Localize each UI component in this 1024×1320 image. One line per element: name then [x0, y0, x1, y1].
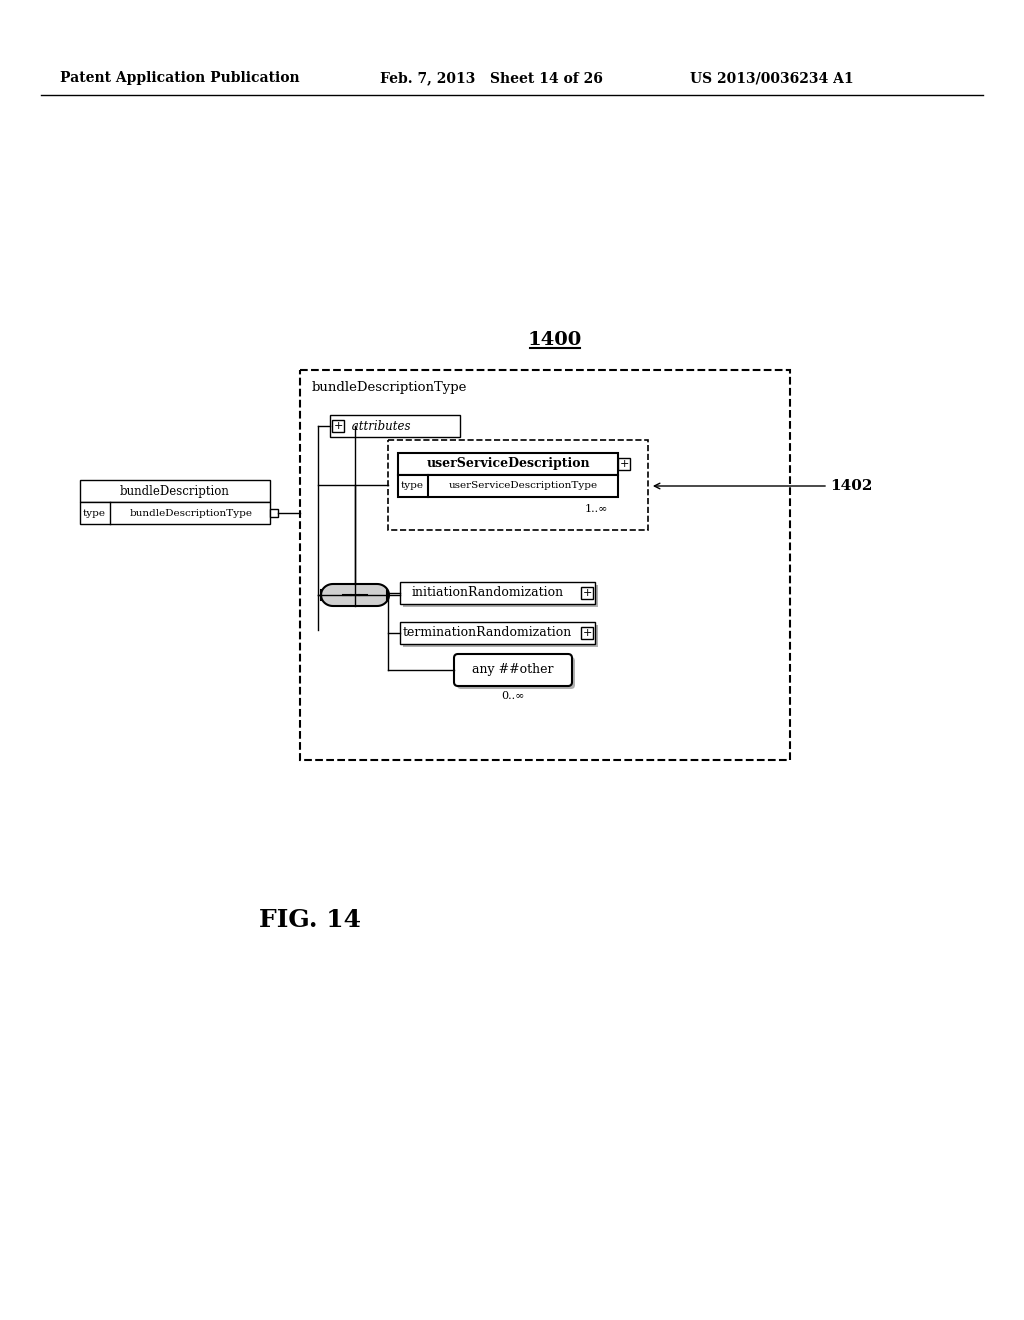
FancyBboxPatch shape [80, 502, 270, 524]
Polygon shape [321, 583, 389, 606]
Text: 0..∞: 0..∞ [502, 690, 524, 701]
Text: any ##other: any ##other [472, 664, 554, 676]
Text: type: type [400, 482, 424, 491]
Text: initiationRandomization: initiationRandomization [412, 586, 563, 599]
Text: bundleDescriptionType: bundleDescriptionType [312, 381, 467, 395]
Text: userServiceDescription: userServiceDescription [426, 458, 590, 470]
FancyBboxPatch shape [454, 653, 572, 686]
Text: 1400: 1400 [528, 331, 582, 348]
FancyBboxPatch shape [398, 475, 618, 498]
FancyBboxPatch shape [270, 510, 278, 517]
FancyBboxPatch shape [80, 480, 270, 502]
FancyBboxPatch shape [403, 585, 598, 607]
FancyBboxPatch shape [400, 622, 595, 644]
FancyBboxPatch shape [332, 420, 344, 432]
FancyBboxPatch shape [330, 414, 460, 437]
FancyBboxPatch shape [581, 627, 593, 639]
FancyBboxPatch shape [398, 453, 618, 475]
FancyBboxPatch shape [400, 582, 595, 605]
Text: Patent Application Publication: Patent Application Publication [60, 71, 300, 84]
Text: type: type [83, 508, 105, 517]
Text: terminationRandomization: terminationRandomization [402, 627, 572, 639]
Text: bundleDescriptionType: bundleDescriptionType [129, 508, 253, 517]
Text: userServiceDescriptionType: userServiceDescriptionType [449, 482, 598, 491]
Text: attributes: attributes [348, 420, 411, 433]
Text: +: + [583, 587, 592, 598]
Text: +: + [583, 628, 592, 638]
Text: 1..∞: 1..∞ [585, 504, 608, 513]
Text: FIG. 14: FIG. 14 [259, 908, 361, 932]
Text: +: + [620, 459, 629, 469]
FancyBboxPatch shape [457, 657, 575, 689]
FancyBboxPatch shape [618, 458, 630, 470]
Text: Feb. 7, 2013   Sheet 14 of 26: Feb. 7, 2013 Sheet 14 of 26 [380, 71, 603, 84]
Text: 1402: 1402 [830, 479, 872, 492]
FancyBboxPatch shape [403, 624, 598, 647]
FancyBboxPatch shape [581, 587, 593, 599]
Text: US 2013/0036234 A1: US 2013/0036234 A1 [690, 71, 854, 84]
Text: bundleDescription: bundleDescription [120, 484, 230, 498]
Text: +: + [334, 421, 343, 432]
